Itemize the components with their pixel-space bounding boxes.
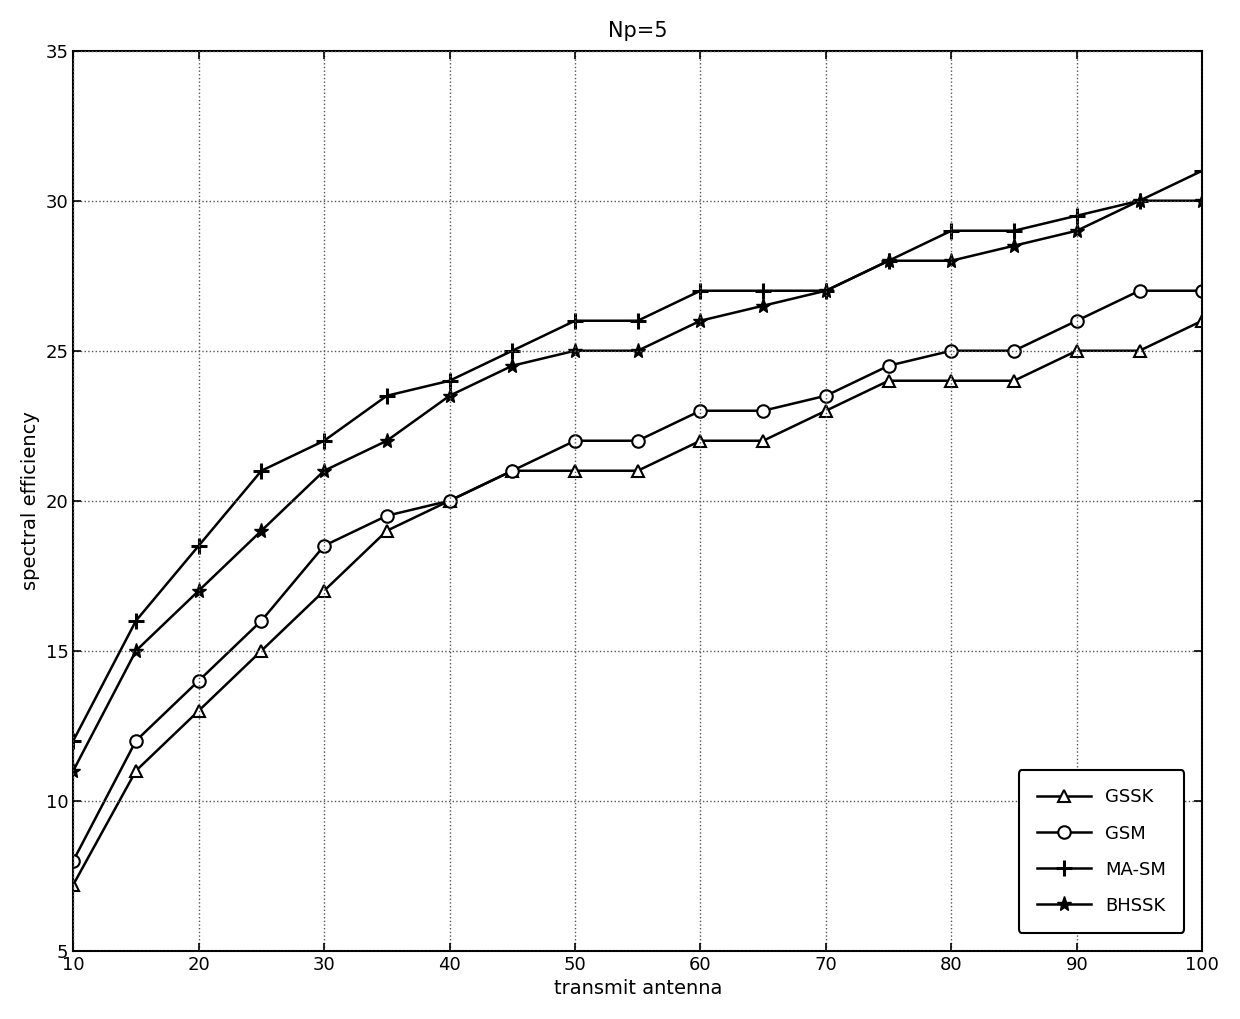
GSSK xyxy=(568,465,583,477)
MA-SM xyxy=(254,465,269,477)
GSSK xyxy=(1069,344,1084,357)
GSM xyxy=(254,614,269,627)
BHSSK xyxy=(379,435,394,447)
GSM xyxy=(1069,315,1084,327)
GSSK xyxy=(1195,315,1210,327)
BHSSK xyxy=(191,585,206,597)
Line: MA-SM: MA-SM xyxy=(66,163,1210,748)
GSM xyxy=(944,344,959,357)
MA-SM xyxy=(568,315,583,327)
MA-SM xyxy=(818,284,833,297)
GSM xyxy=(630,435,645,447)
GSM xyxy=(443,494,458,506)
MA-SM xyxy=(1069,210,1084,222)
BHSSK xyxy=(1132,195,1147,207)
BHSSK xyxy=(66,764,81,776)
BHSSK xyxy=(254,525,269,537)
GSSK xyxy=(755,435,770,447)
GSM xyxy=(818,389,833,401)
MA-SM xyxy=(505,344,520,357)
GSSK xyxy=(1132,344,1147,357)
Y-axis label: spectral efficiency: spectral efficiency xyxy=(21,412,40,590)
MA-SM xyxy=(66,735,81,747)
MA-SM xyxy=(443,375,458,387)
BHSSK xyxy=(316,465,331,477)
MA-SM xyxy=(1132,195,1147,207)
Line: BHSSK: BHSSK xyxy=(66,193,1210,779)
GSSK xyxy=(693,435,708,447)
BHSSK xyxy=(630,344,645,357)
MA-SM xyxy=(379,389,394,401)
MA-SM xyxy=(882,255,897,267)
BHSSK xyxy=(1069,224,1084,236)
MA-SM xyxy=(129,614,144,627)
BHSSK xyxy=(129,645,144,657)
GSSK xyxy=(66,878,81,891)
BHSSK xyxy=(443,389,458,401)
GSSK xyxy=(191,704,206,716)
BHSSK xyxy=(1195,195,1210,207)
Legend: GSSK, GSM, MA-SM, BHSSK: GSSK, GSM, MA-SM, BHSSK xyxy=(1018,770,1184,932)
GSM xyxy=(1007,344,1022,357)
GSM xyxy=(129,735,144,747)
MA-SM xyxy=(316,435,331,447)
GSSK xyxy=(443,494,458,506)
MA-SM xyxy=(630,315,645,327)
GSSK xyxy=(316,585,331,597)
GSM xyxy=(191,675,206,687)
GSSK xyxy=(254,645,269,657)
GSSK xyxy=(505,465,520,477)
MA-SM xyxy=(755,284,770,297)
GSSK xyxy=(818,405,833,417)
BHSSK xyxy=(693,315,708,327)
GSSK xyxy=(630,465,645,477)
MA-SM xyxy=(693,284,708,297)
Line: GSM: GSM xyxy=(67,284,1209,867)
GSSK xyxy=(882,375,897,387)
GSM xyxy=(755,405,770,417)
GSM xyxy=(505,465,520,477)
GSSK xyxy=(129,764,144,776)
BHSSK xyxy=(755,300,770,312)
GSM xyxy=(1132,284,1147,297)
Title: Np=5: Np=5 xyxy=(608,20,667,41)
GSM xyxy=(66,855,81,867)
BHSSK xyxy=(944,255,959,267)
MA-SM xyxy=(1195,165,1210,177)
BHSSK xyxy=(818,284,833,297)
X-axis label: transmit antenna: transmit antenna xyxy=(553,979,722,999)
BHSSK xyxy=(1007,239,1022,252)
BHSSK xyxy=(505,360,520,372)
MA-SM xyxy=(944,224,959,236)
GSSK xyxy=(1007,375,1022,387)
GSM xyxy=(568,435,583,447)
GSM xyxy=(316,540,331,552)
BHSSK xyxy=(882,255,897,267)
MA-SM xyxy=(191,540,206,552)
Line: GSSK: GSSK xyxy=(67,315,1209,891)
GSM xyxy=(882,360,897,372)
GSM xyxy=(693,405,708,417)
GSSK xyxy=(379,525,394,537)
GSM xyxy=(379,510,394,522)
BHSSK xyxy=(568,344,583,357)
MA-SM xyxy=(1007,224,1022,236)
GSSK xyxy=(944,375,959,387)
GSM xyxy=(1195,284,1210,297)
